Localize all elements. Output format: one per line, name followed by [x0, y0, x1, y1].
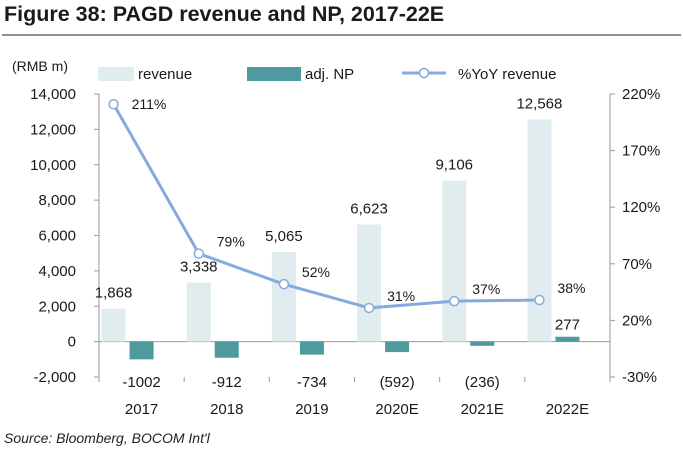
np-value-label: 277	[555, 317, 580, 334]
yoy-value-label: 38%	[557, 280, 585, 296]
x-tick-label: 2022E	[546, 401, 589, 418]
legend-revenue-label: revenue	[138, 66, 192, 83]
np-bar	[129, 341, 154, 360]
y2-tick-label: 170%	[622, 143, 660, 160]
y-tick-label: 6,000	[38, 228, 76, 245]
bars	[101, 119, 580, 360]
y-tick-label: 2,000	[38, 298, 76, 315]
np-bar	[385, 341, 410, 353]
y2-tick-label: 120%	[622, 199, 660, 216]
revenue-bar	[101, 308, 126, 342]
yoy-point	[363, 302, 375, 314]
y2-tick-label: 20%	[622, 312, 652, 329]
y-tick-label: 8,000	[38, 192, 76, 209]
np-bar	[299, 341, 324, 355]
revenue-bar	[527, 119, 552, 342]
yoy-point	[449, 295, 460, 307]
revenue-value-label: 12,568	[516, 95, 562, 112]
revenue-bar	[442, 180, 467, 342]
yoy-line	[112, 103, 540, 310]
revenue-value-label: 6,623	[350, 200, 388, 217]
revenue-value-label: 5,065	[265, 228, 303, 245]
y-tick-label: 0	[68, 334, 76, 351]
x-tick-label: 2017	[125, 401, 158, 418]
revenue-value-label: 3,338	[180, 259, 218, 276]
revenue-bar	[186, 282, 211, 342]
x-tick-label: 2018	[210, 401, 243, 418]
yoy-series	[108, 98, 545, 314]
np-value-label: -912	[212, 374, 242, 391]
yoy-point	[108, 98, 119, 110]
np-value-label: (592)	[380, 374, 415, 391]
data-labels: 1,868 -1002 211% 3,338 -912 79% 5,065 -734 52% 6,…	[95, 95, 586, 391]
yoy-value-label: 31%	[387, 288, 415, 304]
np-value-label: -1002	[122, 374, 160, 391]
y2-tick-label: 220%	[622, 86, 660, 103]
legend-yoy-marker	[418, 67, 430, 79]
yoy-point	[278, 278, 290, 290]
x-tick-label: 2020E	[375, 401, 418, 418]
legend-revenue-swatch	[98, 67, 134, 81]
y-tick-label: 10,000	[30, 157, 76, 174]
x-tick-label: 2019	[295, 401, 328, 418]
np-bar	[555, 336, 580, 342]
revenue-bar	[357, 224, 382, 342]
chart: (RMB m) revenue adj. NP %YoY revenue -2,…	[12, 58, 660, 418]
y-tick-label: 4,000	[38, 263, 76, 280]
title-rule	[2, 34, 681, 36]
np-value-label: -734	[297, 374, 327, 391]
legend-np-swatch	[247, 67, 301, 81]
yoy-point	[534, 294, 545, 306]
figure-title: Figure 38: PAGD revenue and NP, 2017-22E	[4, 2, 445, 26]
yoy-value-label: 79%	[217, 234, 245, 250]
np-bar	[214, 341, 239, 358]
revenue-value-label: 1,868	[95, 285, 133, 302]
y-tick-label: -2,000	[33, 369, 76, 386]
revenue-value-label: 9,106	[435, 157, 473, 174]
revenue-bar	[271, 252, 296, 342]
yoy-value-label: 52%	[302, 264, 330, 280]
legend-np-label: adj. NP	[305, 66, 354, 83]
legend-yoy-label: %YoY revenue	[458, 66, 556, 83]
y-axis-unit-label: (RMB m)	[12, 58, 68, 74]
y2-tick-label: -30%	[622, 369, 657, 386]
yoy-value-label: 37%	[472, 281, 500, 297]
legend: revenue adj. NP %YoY revenue	[98, 66, 556, 83]
source-note: Source: Bloomberg, BOCOM Int'l	[4, 430, 210, 446]
axes: -2,000 0 2,000 4,000 6,000 8,000 10,000 12,000 1…	[30, 86, 660, 418]
y-tick-label: 12,000	[30, 121, 76, 138]
x-tick-label: 2021E	[461, 401, 504, 418]
yoy-value-label: 211%	[132, 96, 167, 112]
y-tick-label: 14,000	[30, 86, 76, 103]
yoy-point	[193, 248, 204, 259]
y2-tick-label: 70%	[622, 256, 652, 273]
np-bar	[470, 341, 495, 346]
np-value-label: (236)	[465, 374, 500, 391]
